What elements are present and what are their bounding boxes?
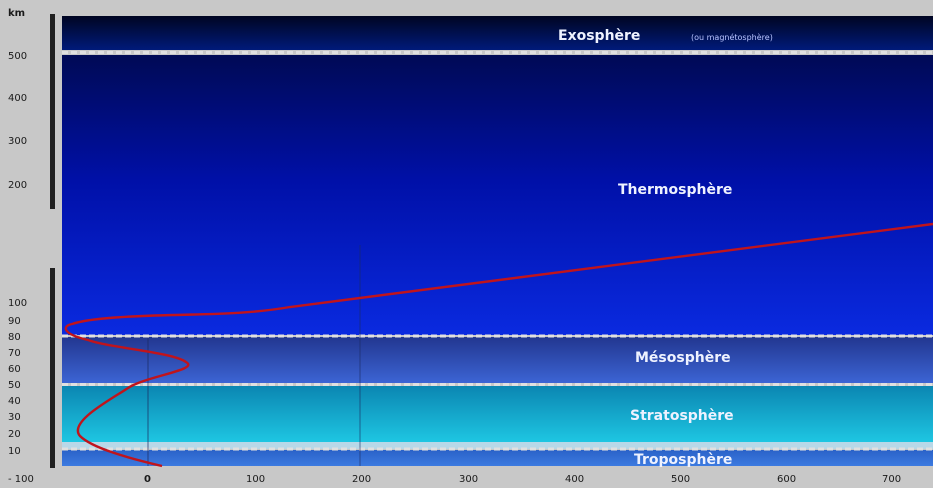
troposphere-band [62, 450, 933, 466]
x-tick-0: 0 [144, 474, 151, 485]
y-tick-90: 90 [8, 316, 21, 327]
axis-title: km [8, 8, 25, 19]
y-tick-30: 30 [8, 412, 21, 423]
y-tick-300: 300 [8, 136, 27, 147]
tropopause-band [62, 442, 933, 449]
mesosphere-band [62, 337, 933, 383]
y-tick-80: 80 [8, 332, 21, 343]
stratosphere-band [62, 386, 933, 442]
y-tick-labels: 500 400 300 200 100 90 80 70 60 50 40 30… [8, 51, 27, 457]
altitude-axis [50, 14, 55, 468]
axis-bar-lower [50, 268, 55, 468]
thermosphere-band [62, 55, 933, 335]
y-tick-50: 50 [8, 380, 21, 391]
y-tick-10: 10 [8, 446, 21, 457]
x-tick-400: 400 [565, 474, 584, 485]
x-tick-labels: - 100 0 100 200 300 400 500 600 700 [8, 474, 901, 485]
mesosphere-label: Mésosphère [635, 350, 731, 366]
x-tick-100: 100 [246, 474, 265, 485]
x-tick-500: 500 [671, 474, 690, 485]
y-tick-500: 500 [8, 51, 27, 62]
layer-boundaries [62, 51, 933, 451]
x-tick-700: 700 [882, 474, 901, 485]
x-tick-300: 300 [459, 474, 478, 485]
y-tick-200: 200 [8, 180, 27, 191]
stratosphere-label: Stratosphère [630, 408, 734, 424]
x-tick-minus-100: - 100 [8, 474, 34, 485]
temperature-curve [64, 222, 933, 468]
axis-bar-upper [50, 14, 55, 209]
y-tick-400: 400 [8, 93, 27, 104]
y-tick-100: 100 [8, 298, 27, 309]
troposphere-label: Troposphère [634, 452, 732, 468]
y-tick-60: 60 [8, 364, 21, 375]
exosphere-label: Exosphère [558, 28, 640, 44]
x-tick-600: 600 [777, 474, 796, 485]
x-tick-200: 200 [352, 474, 371, 485]
y-tick-40: 40 [8, 396, 21, 407]
exosphere-band [62, 16, 933, 50]
thermosphere-label: Thermosphère [618, 182, 732, 198]
y-tick-70: 70 [8, 348, 21, 359]
exosphere-note: (ou magnétosphère) [691, 32, 773, 42]
y-tick-20: 20 [8, 429, 21, 440]
